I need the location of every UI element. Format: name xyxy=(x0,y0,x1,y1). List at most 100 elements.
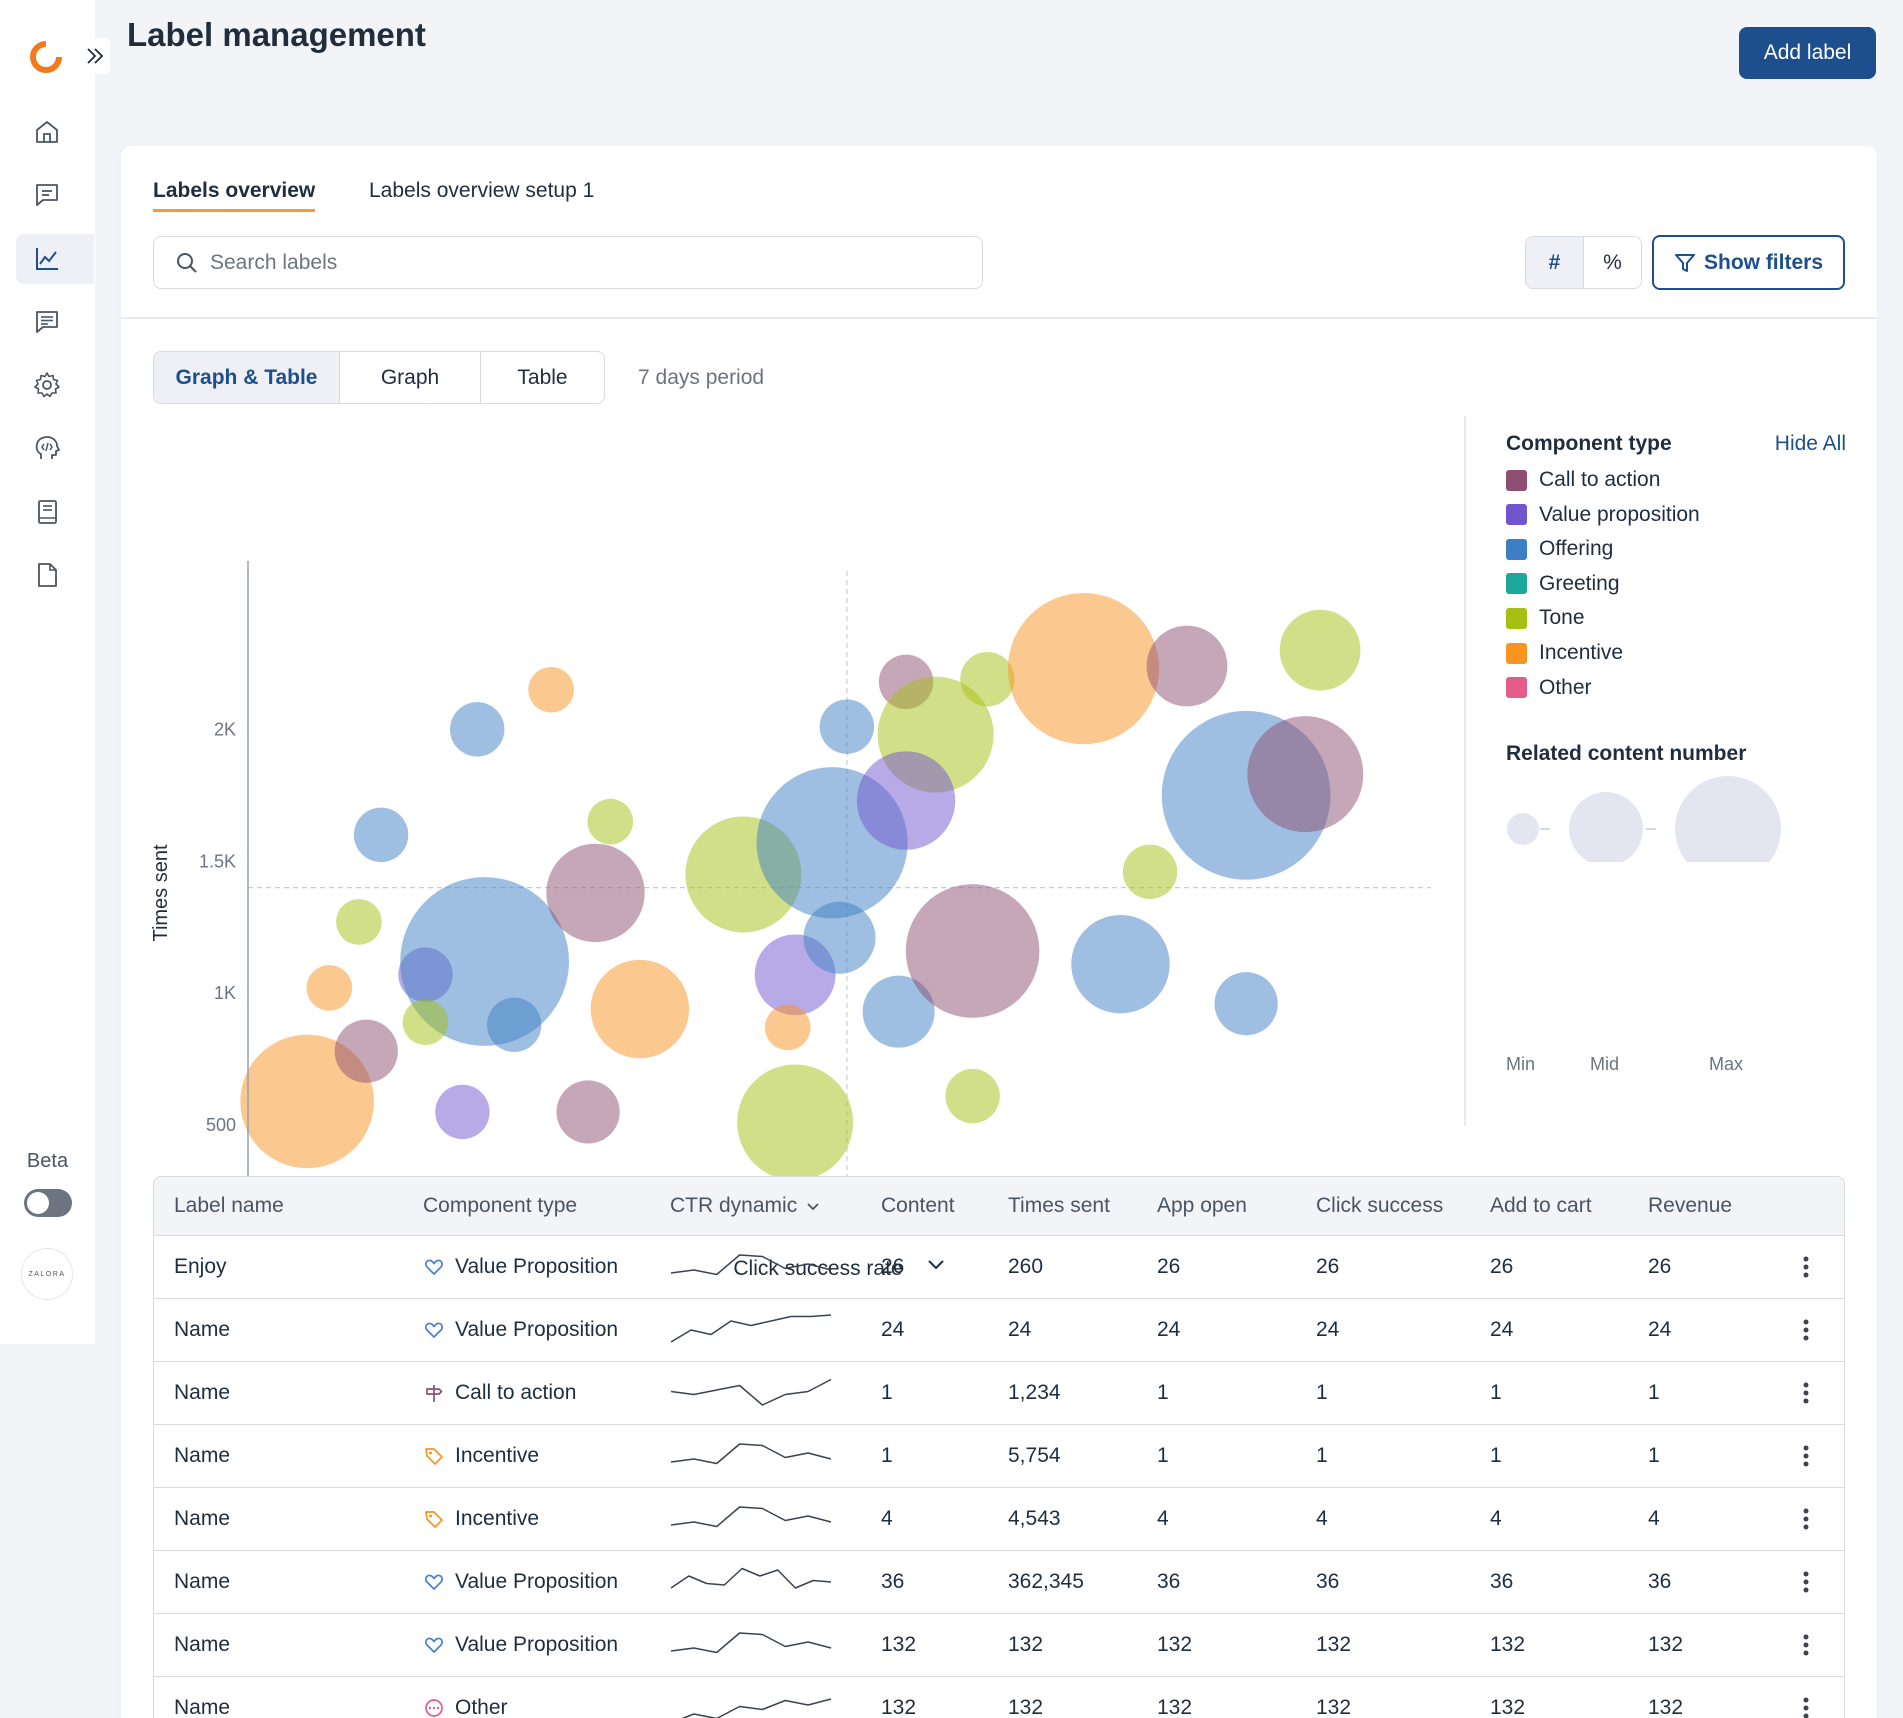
row-menu-button[interactable] xyxy=(1802,1677,1810,1718)
bubble[interactable] xyxy=(803,901,876,974)
view-table-button[interactable]: Table xyxy=(480,352,604,403)
table-row[interactable]: Name Call to action 1 1,234 1 1 1 1 xyxy=(154,1361,1844,1424)
cell-label-name: Name xyxy=(174,1444,231,1467)
row-menu-button[interactable] xyxy=(1802,1299,1810,1361)
col-app-open[interactable]: App open xyxy=(1157,1194,1247,1217)
bubble[interactable] xyxy=(905,884,1040,1018)
search-input[interactable] xyxy=(210,250,970,275)
brand-logo[interactable]: ZALORA xyxy=(21,1248,73,1300)
table-row[interactable]: Enjoy Value Proposition 26 260 26 26 26 26 xyxy=(154,1235,1844,1298)
row-menu-button[interactable] xyxy=(1802,1488,1810,1550)
bubble[interactable] xyxy=(587,798,634,845)
bubble[interactable] xyxy=(334,1019,398,1083)
bubble[interactable] xyxy=(856,751,956,850)
legend-item[interactable]: Incentive xyxy=(1506,641,1623,665)
bubble[interactable] xyxy=(1122,844,1178,900)
legend-item[interactable]: Tone xyxy=(1506,606,1585,630)
row-menu-button[interactable] xyxy=(1802,1551,1810,1613)
bubble[interactable] xyxy=(737,1064,854,1181)
view-graph-button[interactable]: Graph xyxy=(339,352,480,403)
bubble[interactable] xyxy=(590,959,690,1059)
col-ctr-dynamic[interactable]: CTR dynamic xyxy=(670,1177,821,1235)
app-logo[interactable] xyxy=(27,38,65,76)
bubble[interactable] xyxy=(1146,625,1228,707)
nav-analytics[interactable] xyxy=(16,234,94,284)
add-label-button[interactable]: Add label xyxy=(1739,27,1876,79)
row-menu-button[interactable] xyxy=(1802,1362,1810,1424)
nav-conversations[interactable] xyxy=(16,297,94,347)
nav-documents[interactable] xyxy=(16,550,94,600)
col-content[interactable]: Content xyxy=(881,1194,955,1217)
legend-item[interactable]: Offering xyxy=(1506,537,1613,561)
nav-library[interactable] xyxy=(16,487,94,537)
y-tick-label: 1.5K xyxy=(199,851,236,871)
row-menu-button[interactable] xyxy=(1802,1425,1810,1487)
beta-toggle[interactable] xyxy=(24,1189,72,1217)
show-filters-button[interactable]: Show filters xyxy=(1652,235,1845,290)
kebab-menu-icon xyxy=(1803,1445,1809,1467)
kebab-menu-icon xyxy=(1803,1319,1809,1341)
bubble[interactable] xyxy=(450,702,505,757)
bubble[interactable] xyxy=(1247,716,1364,833)
bubble[interactable] xyxy=(764,1004,811,1051)
component-type-label: Other xyxy=(455,1696,508,1718)
tab-labels-overview-setup[interactable]: Labels overview setup 1 xyxy=(369,179,595,202)
row-menu-button[interactable] xyxy=(1802,1614,1810,1676)
col-component-type[interactable]: Component type xyxy=(423,1194,578,1217)
cell-ctr-dynamic xyxy=(670,1551,832,1613)
col-label-name[interactable]: Label name xyxy=(174,1194,284,1217)
bubble[interactable] xyxy=(528,666,574,713)
bubble[interactable] xyxy=(486,997,542,1053)
nav-settings[interactable] xyxy=(16,360,94,410)
bubble[interactable] xyxy=(1214,972,1278,1036)
cell-click-success: 1 xyxy=(1316,1381,1328,1404)
chevron-down-icon[interactable] xyxy=(928,1260,944,1270)
col-times-sent[interactable]: Times sent xyxy=(1008,1194,1110,1217)
bubble[interactable] xyxy=(1279,609,1361,691)
nav-messages[interactable] xyxy=(16,170,94,220)
bubble[interactable] xyxy=(1071,914,1170,1014)
bubble[interactable] xyxy=(556,1080,620,1144)
bubble[interactable] xyxy=(336,899,382,945)
col-revenue[interactable]: Revenue xyxy=(1648,1194,1733,1217)
col-click-success[interactable]: Click success xyxy=(1316,1194,1444,1217)
col-add-to-cart[interactable]: Add to cart xyxy=(1490,1194,1592,1217)
legend-item[interactable]: Value proposition xyxy=(1506,503,1700,527)
bubble[interactable] xyxy=(819,699,875,754)
tag-icon xyxy=(425,1511,443,1528)
bubble[interactable] xyxy=(353,807,409,863)
beta-label: Beta xyxy=(26,1150,69,1172)
table-row[interactable]: Name Value Proposition 24 24 24 24 24 24 xyxy=(154,1298,1844,1361)
table-row[interactable]: Name Value Proposition 132 132 132 132 132 132 xyxy=(154,1613,1844,1676)
legend-item[interactable]: Call to action xyxy=(1506,468,1660,492)
bubble[interactable] xyxy=(960,651,1015,707)
view-graph-table-button[interactable]: Graph & Table xyxy=(154,352,339,403)
mode-percent-button[interactable]: % xyxy=(1583,237,1641,288)
bubble[interactable] xyxy=(306,965,353,1011)
cell-add-to-cart: 1 xyxy=(1490,1381,1502,1404)
hide-all-link[interactable]: Hide All xyxy=(1774,432,1846,455)
mode-count-button[interactable]: # xyxy=(1526,237,1583,288)
nav-home[interactable] xyxy=(16,107,94,157)
component-type-label: Call to action xyxy=(455,1381,577,1404)
bubble[interactable] xyxy=(402,999,449,1046)
bubble[interactable] xyxy=(435,1084,490,1140)
legend-item[interactable]: Other xyxy=(1506,676,1592,700)
table-row[interactable]: Name Value Proposition 36 362,345 36 36 36 36 xyxy=(154,1550,1844,1613)
expand-sidebar-button[interactable] xyxy=(80,38,110,74)
bubble[interactable] xyxy=(862,975,935,1048)
bubble[interactable] xyxy=(546,843,645,943)
kebab-menu-icon xyxy=(1803,1571,1809,1593)
search-box[interactable] xyxy=(153,236,983,289)
table-row[interactable]: Name Incentive 4 4,543 4 4 4 4 xyxy=(154,1487,1844,1550)
row-menu-button[interactable] xyxy=(1802,1236,1810,1298)
nav-ai[interactable] xyxy=(16,423,94,473)
bubble[interactable] xyxy=(945,1068,1000,1124)
bubble[interactable] xyxy=(1007,593,1160,745)
display-mode-toggle: # % xyxy=(1525,236,1642,289)
legend-item[interactable]: Greeting xyxy=(1506,572,1620,596)
tab-labels-overview[interactable]: Labels overview xyxy=(153,179,316,212)
cell-app-open: 132 xyxy=(1157,1696,1193,1718)
table-row[interactable]: Name Other 132 132 132 132 132 132 xyxy=(154,1676,1844,1718)
table-row[interactable]: Name Incentive 1 5,754 1 1 1 1 xyxy=(154,1424,1844,1487)
